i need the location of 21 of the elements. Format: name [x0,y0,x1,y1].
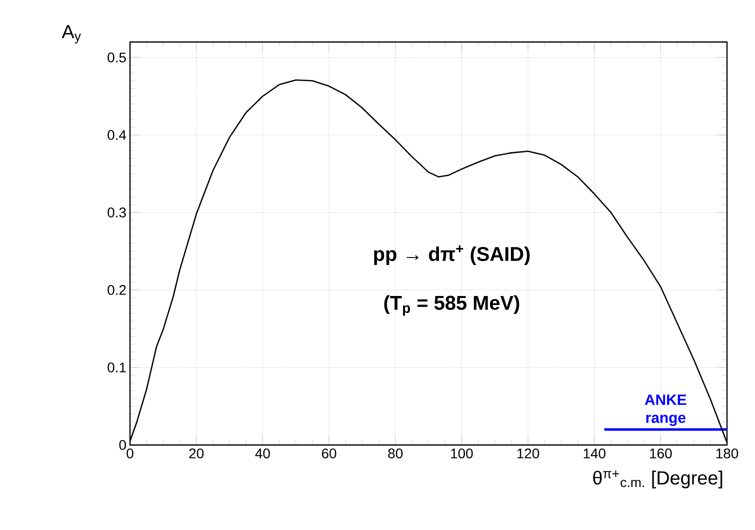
x-tick-label: 80 [388,448,403,458]
x-tick-label: 20 [189,448,204,458]
x-axis-title: θ$^{π+}$$_{c.m.}$ [Degree] [593,470,722,488]
y-tick-label: 0.1 [108,362,126,372]
series-label: ANKE range [644,394,686,426]
x-tick-label: 0 [126,448,134,458]
x-tick-label: 120 [517,448,540,458]
x-tick-label: 160 [650,448,672,458]
y-tick-label: 0.4 [108,130,126,140]
y-tick-label: 0.3 [108,208,126,218]
x-tick-label: 40 [255,448,270,458]
x-tick-label: 180 [716,448,738,458]
y-tick-label: 0.2 [108,285,126,295]
x-tick-label: 140 [584,448,606,458]
y-tick-label: 0.5 [108,52,126,62]
x-tick-label: 60 [322,448,336,458]
y-tick-label: 0 [119,440,126,450]
y-axis-title: A$_{y}$ [62,25,81,44]
x-tick-label: 100 [451,448,473,458]
annotation: pp → dπ$^{+}$ (SAID) [374,245,530,266]
annotation: (T$_{p}$ = 585 MeV) [384,295,520,316]
